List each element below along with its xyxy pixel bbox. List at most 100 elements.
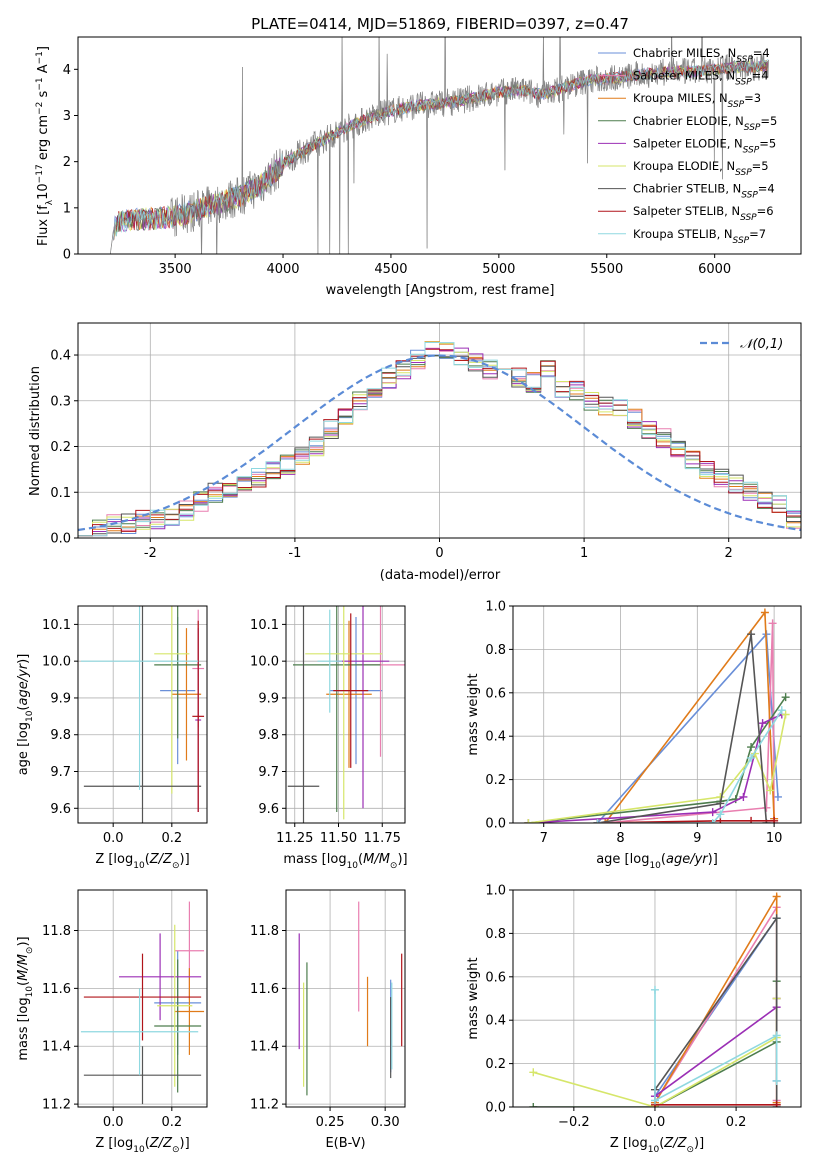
weight-point-marker — [747, 816, 756, 823]
y-tick-label: 9.7 — [258, 765, 279, 780]
plot-area — [80, 606, 205, 823]
x-tick-label: -2 — [144, 546, 157, 561]
y-tick-label: 0.4 — [485, 1014, 506, 1029]
weight-point-marker — [772, 892, 781, 901]
y-tick-label: 0.8 — [485, 927, 506, 942]
x-tick-label: 4500 — [374, 262, 407, 277]
mass-metallicity-panel: 0.0 0.2 11.2 11.4 11.6 11.8 Z [log10(Z/Z⊙)] mas… — [16, 889, 208, 1155]
plot-area — [287, 606, 405, 823]
x-tick-label: 0.0 — [645, 1115, 666, 1130]
y-tick-label: 0 — [63, 248, 71, 263]
legend-entry-label: Salpeter MILES, NSSP=4 — [633, 69, 769, 88]
x-tick-label: 5000 — [482, 262, 515, 277]
y-tick-label: 0.6 — [485, 686, 506, 701]
residual-histogram-panel: -2 -1 0 1 2 0.0 0.1 0.2 0.3 0.4 𝒩(0,1) (data-model)… — [28, 322, 802, 583]
x-tick-label: 0.2 — [161, 1115, 182, 1130]
weight-point-marker — [772, 1076, 781, 1085]
legend-entry-label: 𝒩(0,1) — [740, 337, 783, 352]
x-tick-label: 2 — [725, 546, 733, 561]
y-tick-label: 9.9 — [50, 691, 71, 706]
weight-point-marker — [529, 1103, 538, 1107]
x-axis-label: age [log10(age/yr)] — [596, 852, 718, 871]
y-tick-label: 11.6 — [42, 982, 71, 997]
x-tick-label: 9 — [693, 831, 701, 846]
y-tick-label: 1.0 — [485, 600, 506, 615]
x-tick-label: 0.0 — [103, 1115, 124, 1130]
weight-point-marker — [593, 819, 602, 823]
weight-point-marker — [758, 719, 767, 728]
y-tick-label: 11.8 — [42, 924, 71, 939]
x-tick-label: 11.50 — [320, 831, 357, 846]
y-axis-label: mass [log10(M/M⊙)] — [16, 936, 35, 1060]
spectrum-panel: 3500 4000 4500 5000 5500 6000 0 1 2 3 4 Chabrier MI… — [35, 36, 802, 298]
weight-point-marker — [772, 1031, 781, 1040]
legend-entry-label: Chabrier ELODIE, NSSP=5 — [633, 114, 777, 133]
y-tick-label: 9.8 — [258, 728, 279, 743]
y-tick-label: 0.3 — [50, 394, 71, 409]
weight-point-marker — [739, 792, 748, 801]
figure-title: PLATE=0414, MJD=51869, FIBERID=0397, z=0… — [251, 15, 629, 33]
x-tick-label: 11.25 — [276, 831, 313, 846]
x-tick-label: 0 — [435, 546, 443, 561]
weight-point-marker — [524, 819, 533, 823]
weight-point-marker — [781, 693, 790, 702]
y-tick-label: 1.0 — [485, 884, 506, 899]
weight-series-line — [597, 819, 775, 823]
weight-point-marker — [529, 1068, 538, 1077]
x-tick-label: 1 — [580, 546, 588, 561]
y-tick-label: 11.2 — [42, 1098, 71, 1113]
y-tick-label: 11.6 — [250, 982, 279, 997]
x-tick-label: 10 — [766, 831, 783, 846]
weight-point-marker — [747, 630, 756, 639]
axes-frame — [77, 889, 208, 1108]
y-tick-label: 10.1 — [250, 618, 279, 633]
axes-frame — [285, 889, 406, 1108]
weight-series-line — [528, 714, 787, 823]
legend-entry-label: Salpeter STELIB, NSSP=6 — [633, 204, 774, 223]
y-tick-label: 9.9 — [258, 691, 279, 706]
normal-curve-line — [78, 354, 801, 532]
y-tick-label: 0.1 — [50, 486, 71, 501]
y-tick-label: 0.4 — [50, 349, 71, 364]
legend-entry-label: Kroupa MILES, NSSP=3 — [633, 91, 761, 110]
x-tick-label: −0.2 — [558, 1115, 590, 1130]
histogram-step-line — [78, 342, 801, 537]
y-tick-label: 10.1 — [42, 618, 71, 633]
weight-series-line — [597, 634, 768, 823]
y-axis-label: mass weight — [466, 957, 481, 1039]
y-tick-label: 0.2 — [485, 773, 506, 788]
weight-point-marker — [716, 810, 725, 819]
x-tick-label: 3500 — [159, 262, 192, 277]
x-tick-label: 0.30 — [371, 1115, 400, 1130]
y-axis-label: Flux [fλ10−17 erg cm−2 s−1 A−1] — [35, 46, 55, 246]
observed-spectrum-overlay — [110, 37, 769, 254]
x-tick-label: 0.2 — [161, 831, 182, 846]
weight-series-line — [596, 632, 779, 823]
x-axis-label: Z [log10(Z/Z⊙)] — [610, 1136, 704, 1155]
y-tick-label: 9.6 — [50, 802, 71, 817]
weight-point-marker — [760, 608, 769, 617]
legend-entry-label: Kroupa ELODIE, NSSP=5 — [633, 159, 769, 178]
axes-frame — [512, 889, 802, 1108]
weight-point-marker — [772, 914, 781, 923]
y-tick-label: 9.6 — [258, 802, 279, 817]
weight-point-marker — [777, 706, 786, 715]
spectrum-legend: Chabrier MILES, NSSP=4 Salpeter MILES, NS… — [598, 46, 777, 246]
x-axis-label: Z [log10(Z/Z⊙)] — [95, 1136, 189, 1155]
weight-series-line — [654, 989, 778, 1102]
y-tick-label: 11.8 — [250, 924, 279, 939]
weight-metallicity-panel: −0.2 0.0 0.2 0.0 0.2 0.4 0.6 0.8 1.0 Z [log10(Z/Z… — [466, 884, 802, 1155]
y-tick-label: 0.0 — [485, 1101, 506, 1116]
weight-point-marker — [773, 792, 782, 801]
x-axis-label: wavelength [Angstrom, rest frame] — [326, 283, 555, 298]
axes-frame — [77, 36, 802, 255]
plot-area — [524, 608, 790, 823]
x-tick-label: 0.25 — [316, 1115, 345, 1130]
x-tick-label: 8 — [616, 831, 624, 846]
x-tick-label: 11.75 — [364, 831, 401, 846]
weight-point-marker — [781, 710, 790, 719]
y-tick-label: 0.2 — [50, 440, 71, 455]
plot-area — [529, 892, 781, 1107]
x-tick-label: -1 — [288, 546, 301, 561]
weight-series-line — [597, 709, 783, 823]
